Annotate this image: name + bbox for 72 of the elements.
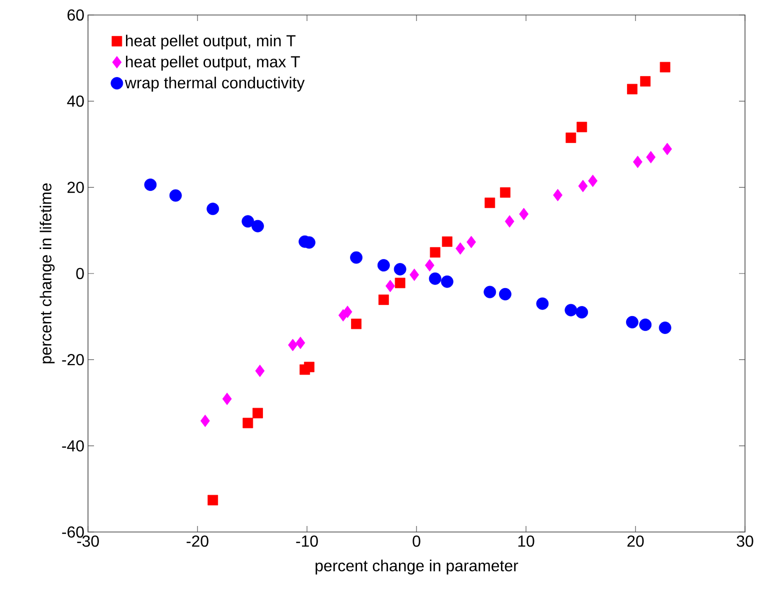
x-tick-label: 10 (518, 536, 534, 547)
point (208, 494, 218, 506)
y-tick-label: 20 (68, 182, 84, 193)
y-tick-label: -20 (62, 354, 84, 366)
point (484, 286, 496, 298)
point (660, 62, 670, 72)
point (296, 336, 306, 350)
point (564, 304, 578, 316)
point (255, 364, 265, 378)
point (627, 84, 638, 94)
point (484, 198, 496, 208)
y-tick-label: 0 (76, 268, 84, 280)
point (662, 142, 672, 156)
point (144, 178, 157, 191)
point (658, 322, 672, 334)
point (576, 306, 588, 318)
point (242, 418, 254, 428)
point (424, 259, 434, 272)
legend-label: heat pellet output, min T (126, 34, 296, 50)
x-tick-label: -30 (77, 536, 99, 547)
y-tick-label: 60 (68, 9, 84, 21)
point (304, 362, 314, 372)
point (206, 202, 220, 216)
point (252, 408, 263, 418)
point (252, 220, 264, 232)
point (350, 251, 362, 264)
point (499, 288, 512, 300)
point (288, 338, 298, 352)
x-axis-title: percent change in parameter (316, 560, 518, 575)
point (633, 156, 642, 168)
point (578, 180, 588, 192)
point (410, 268, 420, 281)
point (377, 259, 390, 272)
point (519, 208, 529, 220)
point (456, 242, 466, 255)
point (588, 174, 598, 188)
point (200, 414, 210, 428)
point (640, 76, 651, 87)
y-tick-label: -60 (62, 526, 84, 538)
point (342, 306, 352, 318)
point (626, 316, 638, 328)
x-tick-label: 0 (412, 536, 420, 547)
point (386, 280, 395, 292)
y-tick-label: 40 (67, 96, 84, 107)
point (428, 272, 442, 285)
point (242, 215, 254, 228)
point (576, 122, 588, 132)
point (222, 392, 232, 406)
legend-label: wrap thermal conductivity (124, 76, 305, 92)
point (351, 318, 362, 330)
point (440, 275, 454, 288)
point (639, 318, 652, 331)
point (466, 236, 476, 248)
point (378, 294, 389, 305)
point (430, 247, 440, 258)
x-tick-label: -20 (186, 536, 208, 547)
x-tick-label: 20 (627, 536, 644, 547)
y-tick-label: -40 (62, 440, 84, 452)
point (500, 187, 510, 198)
point (553, 188, 562, 202)
point (504, 215, 514, 228)
point (536, 297, 549, 310)
y-axis-title: percent change in lifetime (40, 183, 55, 364)
legend-label: heat pellet output, max T (126, 56, 300, 71)
point (394, 278, 406, 288)
x-tick-label: 30 (736, 536, 754, 547)
point (646, 150, 656, 164)
point (169, 189, 182, 202)
x-tick-label: -10 (296, 536, 318, 547)
point (442, 236, 452, 247)
point (394, 262, 406, 276)
point (566, 132, 576, 143)
